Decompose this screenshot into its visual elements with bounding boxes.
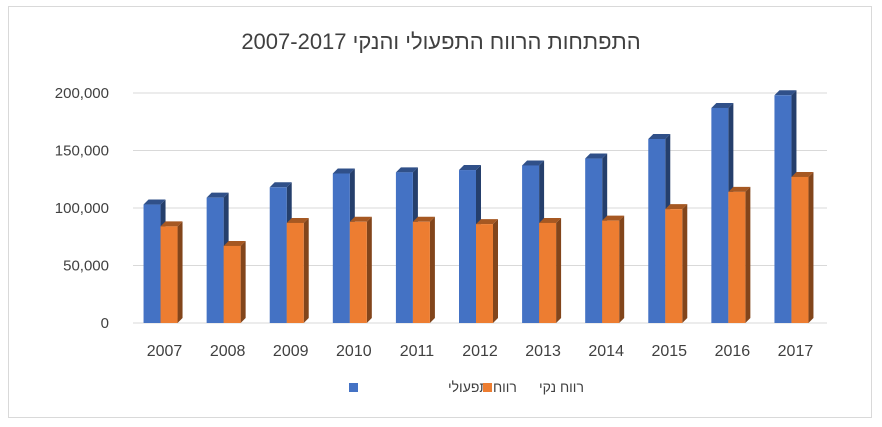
x-tick-label: 2012 bbox=[462, 343, 498, 360]
bar-top bbox=[711, 102, 734, 108]
x-tick-label: 2007 bbox=[147, 343, 183, 360]
legend: רווח תפעולי רווח נקי bbox=[349, 379, 584, 395]
bar-side bbox=[366, 216, 372, 323]
bar-side bbox=[493, 219, 498, 323]
bar-side bbox=[682, 204, 688, 323]
bar-side bbox=[429, 216, 435, 323]
y-tick-label: 50,000 bbox=[63, 258, 109, 275]
chart-frame: התפתחות הרווח התפעולי והנקי 2007-2017 0 5… bbox=[8, 6, 872, 418]
bar-front bbox=[648, 139, 666, 323]
bar-top bbox=[665, 204, 688, 210]
x-tick-label: 2010 bbox=[336, 343, 372, 360]
bar-front bbox=[349, 221, 367, 323]
bar-front bbox=[206, 197, 224, 323]
bar-side bbox=[808, 171, 814, 323]
bar-top bbox=[286, 217, 309, 223]
x-tick-label: 2009 bbox=[273, 343, 309, 360]
bar-top bbox=[459, 165, 481, 171]
x-tick-label: 2014 bbox=[588, 343, 624, 360]
chart-title: התפתחות הרווח התפעולי והנקי 2007-2017 bbox=[241, 29, 640, 54]
bar-front bbox=[395, 172, 413, 323]
bar-front bbox=[539, 222, 557, 323]
y-tick-label: 200,000 bbox=[55, 85, 109, 102]
legend-item-net: רווח נקי bbox=[483, 379, 584, 395]
legend-item-operating: רווח תפעולי bbox=[349, 379, 517, 395]
bar-front bbox=[412, 221, 430, 323]
bar-top bbox=[728, 186, 751, 192]
bar-top bbox=[223, 240, 246, 246]
bar-net-2013 bbox=[539, 217, 562, 323]
bar-front bbox=[476, 224, 493, 323]
y-tick-label: 0 bbox=[101, 315, 109, 332]
bar-top bbox=[585, 153, 608, 159]
bar-front bbox=[602, 220, 620, 323]
bar-top bbox=[791, 171, 814, 177]
bar-front bbox=[459, 170, 476, 323]
bar-top bbox=[349, 216, 372, 222]
bar-top bbox=[774, 90, 797, 96]
bar-net-2014 bbox=[602, 215, 625, 323]
bar-front bbox=[585, 158, 603, 323]
bar-front bbox=[728, 191, 746, 323]
bar-top bbox=[648, 134, 671, 139]
chart: התפתחות הרווח התפעולי והנקי 2007-2017 0 5… bbox=[55, 29, 827, 395]
bar-top bbox=[412, 216, 435, 222]
x-tick-label: 2015 bbox=[651, 343, 687, 360]
bar-net-2016 bbox=[728, 186, 751, 323]
bar-side bbox=[240, 240, 246, 323]
bar-front bbox=[160, 226, 178, 323]
legend-label: רווח תפעולי bbox=[448, 379, 517, 395]
bar-front bbox=[286, 222, 304, 323]
x-tick-label: 2017 bbox=[778, 343, 814, 360]
legend-swatch bbox=[483, 383, 492, 392]
y-tick-label: 100,000 bbox=[55, 200, 109, 217]
bar-top bbox=[522, 160, 545, 166]
bar-net-2012 bbox=[476, 219, 498, 323]
bar-front bbox=[143, 204, 161, 323]
bar-top bbox=[539, 217, 562, 223]
y-axis-ticks: 0 50,000 100,000 150,000 200,000 bbox=[55, 85, 109, 332]
bar-top bbox=[269, 182, 292, 188]
bar-net-2011 bbox=[412, 216, 435, 323]
bar-side bbox=[745, 186, 751, 323]
bar-front bbox=[269, 187, 287, 323]
bar-side bbox=[303, 217, 309, 323]
bar-top bbox=[602, 215, 625, 221]
bar-top bbox=[143, 199, 166, 205]
bar-net-2008 bbox=[223, 240, 246, 323]
bars bbox=[143, 90, 814, 323]
bar-net-2009 bbox=[286, 217, 309, 323]
bar-front bbox=[711, 107, 729, 323]
y-tick-label: 150,000 bbox=[55, 143, 109, 160]
bar-net-2007 bbox=[160, 221, 183, 323]
bar-front bbox=[332, 173, 350, 323]
bar-net-2015 bbox=[665, 204, 688, 323]
bar-front bbox=[665, 209, 683, 323]
legend-label: רווח נקי bbox=[539, 379, 584, 395]
legend-swatch bbox=[349, 383, 358, 392]
bar-top bbox=[206, 192, 229, 198]
bar-top bbox=[332, 168, 355, 174]
bar-top bbox=[160, 221, 183, 227]
bar-top bbox=[476, 219, 498, 225]
x-tick-label: 2013 bbox=[525, 343, 561, 360]
x-tick-label: 2016 bbox=[715, 343, 751, 360]
bar-net-2010 bbox=[349, 216, 372, 323]
x-tick-label: 2011 bbox=[400, 343, 435, 360]
bar-side bbox=[556, 217, 562, 323]
x-tick-label: 2008 bbox=[210, 343, 246, 360]
bar-front bbox=[223, 245, 241, 323]
x-axis-ticks: 2007 2008 2009 2010 2011 2012 2013 2014 2015 2016… bbox=[147, 343, 814, 360]
bar-front bbox=[791, 176, 809, 323]
bar-front bbox=[774, 95, 792, 323]
bar-side bbox=[177, 221, 183, 323]
bar-side bbox=[619, 215, 625, 323]
bar-net-2017 bbox=[791, 171, 814, 323]
bar-top bbox=[395, 167, 418, 173]
bar-front bbox=[522, 165, 540, 323]
